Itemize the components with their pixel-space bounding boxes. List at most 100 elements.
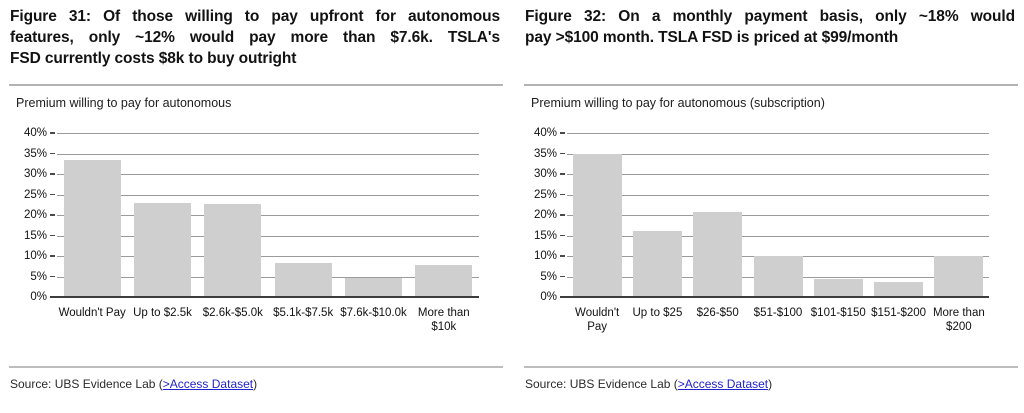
title-divider <box>524 84 1018 86</box>
y-axis-tick-mark <box>50 132 55 134</box>
x-axis-category-label: Wouldn't Pay <box>575 307 620 333</box>
gridline <box>567 174 989 175</box>
source-text-suffix: ) <box>253 377 258 391</box>
y-axis-tick-mark <box>50 173 55 175</box>
y-axis-tick-label: 35% <box>533 147 557 160</box>
y-axis-tick-label: 0% <box>30 291 47 303</box>
x-axis-category-label: Up to $25 <box>632 307 683 319</box>
y-axis-tick-mark <box>50 255 55 257</box>
y-axis-tick-mark <box>50 152 55 154</box>
source-divider <box>524 366 1018 368</box>
source-text-suffix: ) <box>768 377 773 391</box>
bar <box>134 202 191 297</box>
y-axis-tick-label: 30% <box>533 168 557 180</box>
x-axis-category-label: More than $200 <box>932 307 985 333</box>
gridline <box>57 256 479 257</box>
gridline <box>567 215 989 216</box>
bar <box>632 230 682 297</box>
gridline <box>567 153 989 155</box>
y-axis-tick-mark <box>560 132 565 134</box>
bar <box>813 279 863 297</box>
x-axis-category-label: More than $10k <box>417 307 470 333</box>
gridline <box>57 133 479 134</box>
y-axis-tick-mark <box>50 234 55 236</box>
bar <box>874 281 924 297</box>
y-axis-tick-label: 30% <box>23 168 47 180</box>
bar <box>693 212 743 297</box>
source-line: Source: UBS Evidence Lab (>Access Datase… <box>10 377 257 391</box>
x-axis-line <box>50 295 479 298</box>
y-axis-tick-mark <box>50 275 55 277</box>
gridline <box>57 174 479 175</box>
y-axis-tick-mark <box>560 193 565 195</box>
figure-title-line: FSD currently costs $8k to buy outright <box>10 50 297 67</box>
bar <box>345 277 402 297</box>
x-axis-category-label: $26-$50 <box>696 307 739 319</box>
x-axis-category-label: Up to $2.5k <box>133 307 192 319</box>
x-axis-line <box>560 295 989 298</box>
y-axis-tick-label: 10% <box>23 250 47 262</box>
y-axis-tick-mark <box>560 152 565 154</box>
y-axis-tick-mark <box>50 193 55 195</box>
gridline <box>57 215 479 216</box>
bar-chart-subscription: 0% 5% 10% 15% 20% 25% 30% 35% 40% Wouldn't Pay Up … <box>534 127 989 333</box>
bar <box>274 263 332 297</box>
figure-title-line: pay >$100 month. TSLA FSD is priced at $… <box>525 29 899 46</box>
y-axis-tick-label: 10% <box>533 250 557 262</box>
y-axis-tick-label: 20% <box>533 209 557 221</box>
title-divider <box>9 84 503 86</box>
y-axis-tick-label: 15% <box>23 229 47 242</box>
bar <box>415 265 473 297</box>
x-axis-category-label: $151-$200 <box>871 307 927 319</box>
x-axis-category-label: $5.1k-$7.5k <box>273 307 334 319</box>
gridline <box>567 235 989 237</box>
y-axis-tick-label: 5% <box>540 270 557 283</box>
y-axis-tick-mark <box>560 173 565 175</box>
y-axis-tick-label: 35% <box>23 147 47 160</box>
bar <box>934 256 984 297</box>
y-axis-tick-label: 0% <box>540 291 557 303</box>
x-axis-category-label: $101-$150 <box>810 307 866 319</box>
gridline <box>567 194 989 196</box>
gridline <box>57 153 479 155</box>
bar-chart-upfront: 0% 5% 10% 15% 20% 25% 30% 35% 40% Wouldn't Pay Up … <box>24 127 479 333</box>
y-axis-tick-label: 40% <box>533 127 557 139</box>
figure-32-panel: Figure 32: On a monthly payment basis, o… <box>524 0 1018 413</box>
x-axis-category-label: $51-$100 <box>753 307 803 319</box>
chart-title: Premium willing to pay for autonomous <box>16 96 232 110</box>
gridline <box>57 276 479 278</box>
figure-title-line: features, only ~12% would pay more than … <box>10 29 500 46</box>
x-axis-category-label: $7.6k-$10.0k <box>340 307 407 319</box>
access-dataset-link[interactable]: >Access Dataset <box>677 377 769 391</box>
figure-31-panel: Figure 31: Of those willing to pay upfro… <box>9 0 503 413</box>
y-axis-tick-mark <box>560 275 565 277</box>
source-text: Source: UBS Evidence Lab ( <box>10 377 163 391</box>
source-divider <box>9 366 503 368</box>
figure-title-line: Figure 32: On a monthly payment basis, o… <box>525 8 1015 25</box>
bar <box>753 256 803 297</box>
figure-title-line: Figure 31: Of those willing to pay upfro… <box>10 8 500 25</box>
y-axis-tick-label: 25% <box>533 188 557 201</box>
y-axis-tick-label: 5% <box>30 270 47 283</box>
gridline <box>567 133 989 134</box>
bar <box>63 159 121 297</box>
y-axis-tick-label: 15% <box>533 229 557 242</box>
figure-title: Figure 31: Of those willing to pay upfro… <box>10 6 500 69</box>
gridline <box>57 194 479 196</box>
y-axis-tick-mark <box>560 255 565 257</box>
gridline <box>57 235 479 237</box>
y-axis-tick-label: 25% <box>23 188 47 201</box>
source-text: Source: UBS Evidence Lab ( <box>525 377 678 391</box>
y-axis-tick-mark <box>560 214 565 216</box>
y-axis-tick-label: 20% <box>23 209 47 221</box>
figure-title: Figure 32: On a monthly payment basis, o… <box>525 6 1015 48</box>
access-dataset-link[interactable]: >Access Dataset <box>162 377 254 391</box>
bar <box>572 153 622 297</box>
bar <box>204 203 262 297</box>
source-line: Source: UBS Evidence Lab (>Access Datase… <box>525 377 772 391</box>
x-axis-category-label: $2.6k-$5.0k <box>202 307 263 319</box>
chart-title: Premium willing to pay for autonomous (s… <box>531 96 825 110</box>
x-axis-category-label: Wouldn't Pay <box>58 307 126 319</box>
y-axis-tick-mark <box>50 214 55 216</box>
